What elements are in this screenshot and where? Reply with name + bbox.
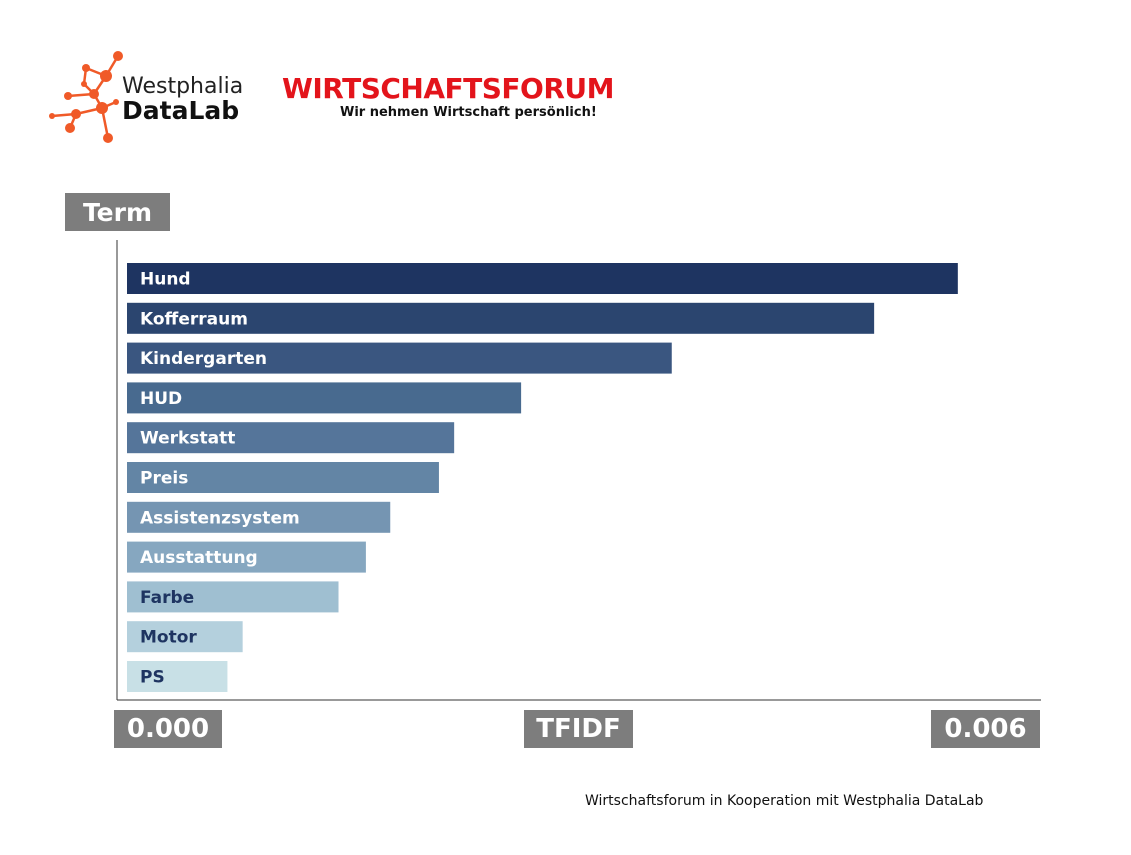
bar-label-kindergarten: Kindergarten (140, 349, 267, 369)
bar-kindergarten (127, 342, 672, 374)
bar-kofferraum (127, 302, 875, 334)
x-tick-min: 0.000 (114, 710, 222, 748)
bar-assistenzsystem (127, 501, 391, 533)
westphalia-datalab-logo-icon (49, 51, 123, 143)
brand-title: WIRTSCHAFTSFORUM (282, 72, 615, 105)
bar-preis (127, 462, 439, 493)
bar-label-hund: Hund (140, 270, 191, 290)
bar-ps (127, 661, 228, 692)
x-tick-max: 0.006 (931, 710, 1040, 748)
y-axis-label: Term (65, 193, 170, 231)
bar-label-ps: PS (140, 668, 165, 688)
bar-motor (127, 621, 243, 653)
bar-label-farbe: Farbe (140, 588, 194, 608)
bar-label-preis: Preis (140, 469, 188, 489)
bar-hund (127, 263, 958, 294)
bar-label-motor: Motor (140, 628, 197, 648)
bar-label-ausstattung: Ausstattung (140, 548, 258, 568)
bar-ausstattung (127, 541, 366, 573)
bar-label-kofferraum: Kofferraum (140, 309, 248, 329)
bar-label-werkstatt: Werkstatt (140, 429, 235, 449)
x-axis-label: TFIDF (524, 710, 633, 748)
bar-label-assistenzsystem: Assistenzsystem (140, 508, 300, 528)
logo-line1: Westphalia (122, 74, 244, 99)
brand-subtitle: Wir nehmen Wirtschaft persönlich! (340, 105, 597, 120)
bar-farbe (127, 581, 339, 613)
logo-line2: DataLab (122, 96, 240, 125)
bar-label-hud: HUD (140, 389, 182, 409)
footer-text: Wirtschaftsforum in Kooperation mit West… (585, 793, 984, 809)
bar-hud (127, 382, 522, 414)
bar-werkstatt (127, 422, 455, 454)
